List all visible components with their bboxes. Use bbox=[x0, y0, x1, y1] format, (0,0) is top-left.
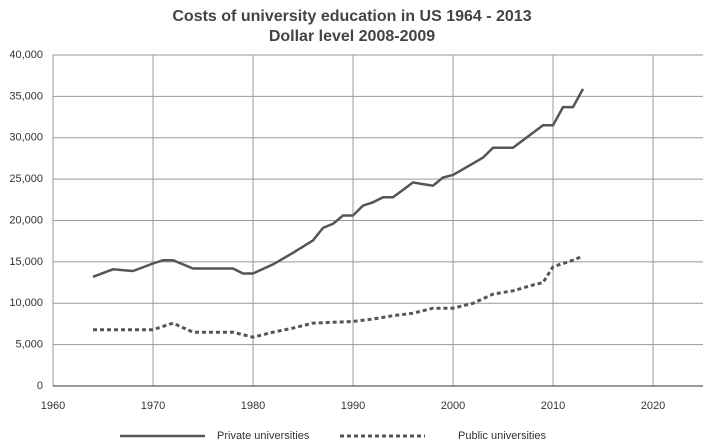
x-tick-label: 1960 bbox=[41, 400, 65, 412]
legend-label: Public universities bbox=[458, 430, 547, 442]
legend-label: Private universities bbox=[217, 430, 310, 442]
series-line bbox=[92, 88, 585, 278]
x-tick-label: 1980 bbox=[241, 400, 265, 412]
chart-title: Costs of university education in US 1964… bbox=[172, 8, 531, 25]
y-tick-label: 5,000 bbox=[15, 339, 43, 351]
y-tick-label: 35,000 bbox=[9, 90, 43, 102]
x-tick-label: 2010 bbox=[541, 400, 565, 412]
series-line bbox=[93, 254, 584, 339]
y-tick-label: 10,000 bbox=[9, 297, 43, 309]
y-tick-label: 25,000 bbox=[9, 173, 43, 185]
y-tick-label: 15,000 bbox=[9, 256, 43, 268]
y-tick-label: 0 bbox=[37, 380, 43, 392]
x-tick-label: 2000 bbox=[441, 400, 465, 412]
x-tick-label: 2020 bbox=[641, 400, 665, 412]
y-tick-label: 40,000 bbox=[9, 49, 43, 61]
x-tick-label: 1970 bbox=[141, 400, 165, 412]
x-tick-label: 1990 bbox=[341, 400, 365, 412]
y-tick-label: 20,000 bbox=[9, 214, 43, 226]
chart-subtitle: Dollar level 2008-2009 bbox=[269, 28, 435, 45]
y-tick-label: 30,000 bbox=[9, 132, 43, 144]
